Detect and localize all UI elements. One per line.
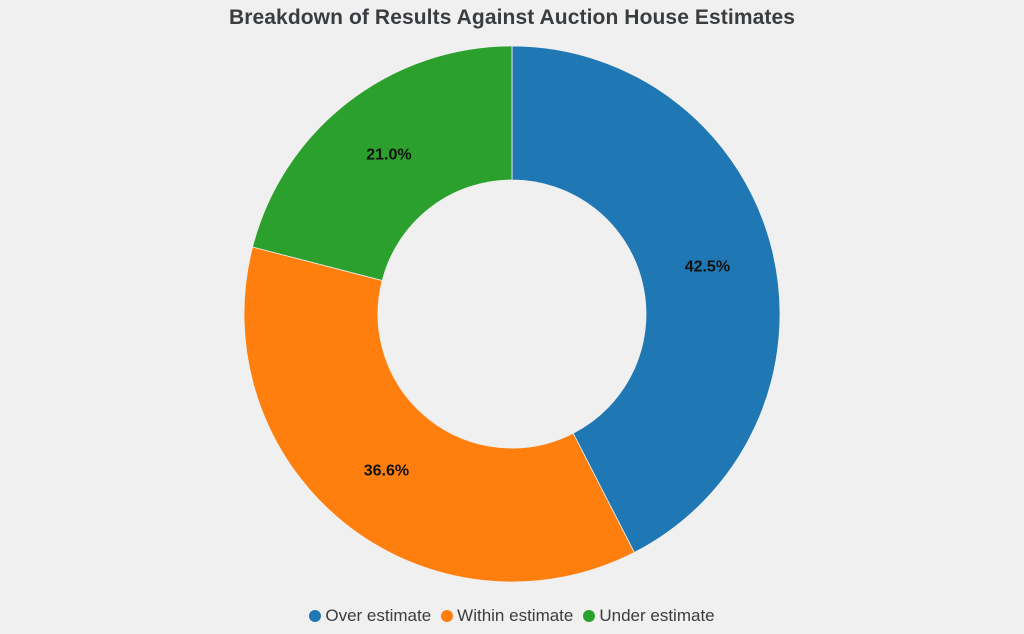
legend: Over estimate Within estimate Under esti…	[0, 606, 1024, 626]
legend-label-under-estimate: Under estimate	[599, 606, 715, 625]
legend-item-over-estimate[interactable]: Over estimate	[309, 606, 431, 626]
legend-item-within-estimate[interactable]: Within estimate	[441, 606, 573, 626]
legend-marker-over-estimate	[309, 610, 322, 622]
legend-label-over-estimate: Over estimate	[325, 606, 432, 625]
legend-marker-within-estimate	[441, 610, 454, 622]
slice-label-over-estimate: 42.5%	[685, 258, 730, 275]
slice-label-within-estimate: 36.6%	[364, 462, 409, 479]
chart-title: Breakdown of Results Against Auction Hou…	[228, 6, 796, 29]
donut-slice-within-estimate[interactable]	[243, 246, 635, 583]
legend-item-under-estimate[interactable]: Under estimate	[583, 606, 715, 626]
legend-label-within-estimate: Within estimate	[457, 606, 574, 625]
donut-slice-under-estimate[interactable]	[252, 45, 513, 281]
donut-slice-over-estimate[interactable]	[511, 45, 781, 554]
slice-label-under-estimate: 21.0%	[366, 147, 411, 164]
legend-marker-under-estimate	[583, 610, 596, 622]
